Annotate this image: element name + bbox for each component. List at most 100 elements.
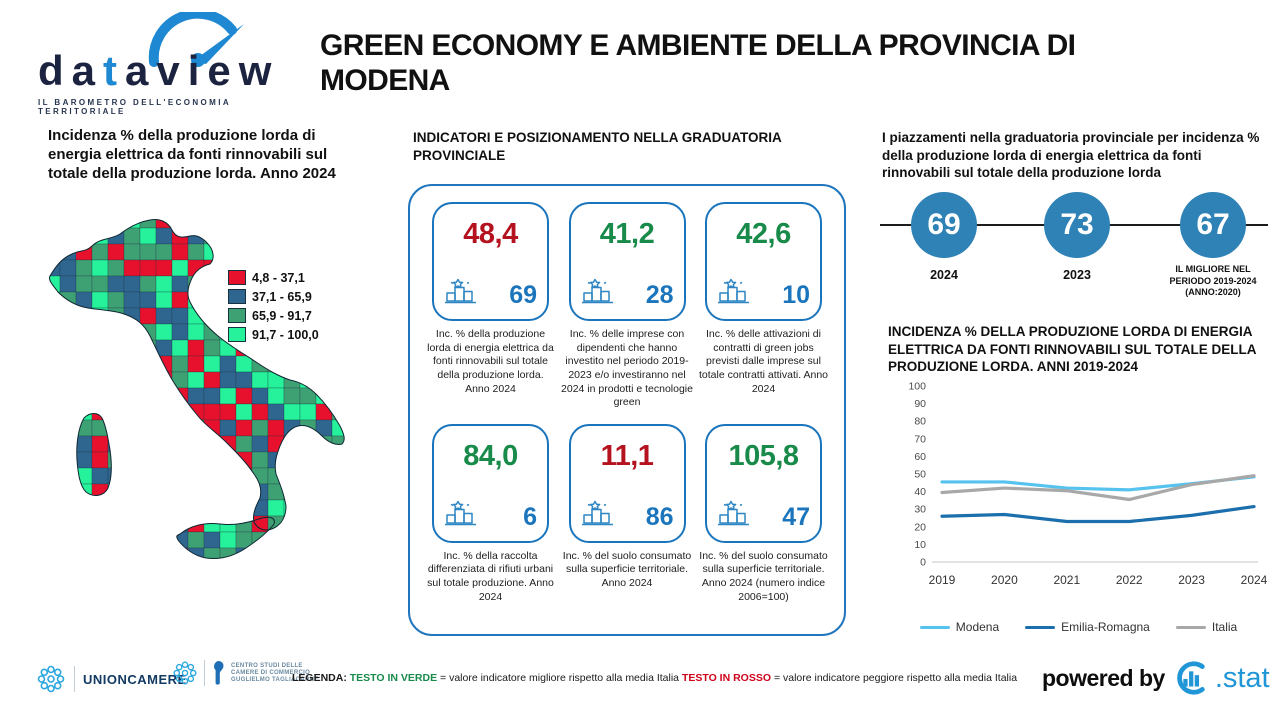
indicator-description: Inc. % delle attivazioni di contratti di… xyxy=(699,328,828,395)
indicator-card-box: 84,0 6 xyxy=(432,423,549,543)
chart-legend: Modena Emilia-Romagna Italia xyxy=(886,620,1271,634)
series-line-swatch xyxy=(919,625,950,629)
indicator-card-box: 41,2 28 xyxy=(568,202,686,321)
podium-star-icon xyxy=(581,276,617,310)
svg-text:30: 30 xyxy=(914,504,926,516)
svg-text:100: 100 xyxy=(908,381,926,393)
map-title: Incidenza % della produzione lorda di en… xyxy=(48,127,336,182)
color-legend-note: LEGENDA: TESTO IN VERDE = valore indicat… xyxy=(292,672,1037,684)
svg-text:50: 50 xyxy=(914,469,926,481)
podium-star-icon xyxy=(581,498,617,532)
indicator-card: 41,2 28 Inc. % delle imprese con dipende… xyxy=(561,202,694,410)
legenda-green-desc: = valore indicatore migliore rispetto al… xyxy=(440,672,680,684)
indicator-rank: 6 xyxy=(523,502,537,531)
cards-row-2: 84,0 6 Inc. % della raccolta differenzia… xyxy=(424,423,830,605)
podium-star-icon xyxy=(717,276,753,310)
legend-label: 91,7 - 100,0 xyxy=(252,327,319,342)
timeline-item: 69 2024 xyxy=(911,186,977,282)
map-legend-item: 91,7 - 100,0 xyxy=(228,327,319,342)
gauge-icon xyxy=(148,12,244,67)
legend-swatch xyxy=(228,289,246,304)
chart-legend-item: Italia xyxy=(1175,620,1238,634)
rank-circle: 69 xyxy=(911,192,977,258)
timeline-item: 67 IL MIGLIORE NEL PERIODO 2019-2024 (AN… xyxy=(1165,186,1261,299)
chart-legend-item: Modena xyxy=(919,620,1000,634)
indicator-description: Inc. % del suolo consumato sulla superfi… xyxy=(699,549,828,603)
stat-label: .stat xyxy=(1214,661,1270,694)
svg-text:2024: 2024 xyxy=(1241,573,1268,587)
svg-text:2020: 2020 xyxy=(991,573,1018,587)
indicator-value: 11,1 xyxy=(600,439,654,472)
series-label: Italia xyxy=(1211,620,1238,634)
legend-label: 4,8 - 37,1 xyxy=(252,270,305,285)
legenda-red-desc: = valore indicatore peggiore rispetto al… xyxy=(773,672,1018,684)
rosette-icon xyxy=(173,661,197,685)
wordmark-suffix: aview xyxy=(125,47,280,94)
rank-circle: 73 xyxy=(1044,192,1110,258)
indicator-rank: 47 xyxy=(782,502,810,531)
series-line-swatch xyxy=(1175,625,1206,629)
indicator-card-box: 42,6 10 xyxy=(705,202,822,321)
map-legend-item: 4,8 - 37,1 xyxy=(228,270,319,285)
legend-label: 65,9 - 91,7 xyxy=(252,308,312,323)
svg-text:20: 20 xyxy=(914,521,926,533)
indicator-card-box: 105,8 47 xyxy=(705,423,822,543)
indicator-rank: 69 xyxy=(509,281,537,309)
chart-legend-item: Emilia-Romagna xyxy=(1025,620,1150,634)
stat-logo-icon xyxy=(1177,661,1205,695)
powered-by-stat[interactable]: powered by .stat xyxy=(1042,658,1270,698)
centro-studi-line: CAMERE DI COMMERCIO xyxy=(231,670,311,676)
svg-text:40: 40 xyxy=(914,486,926,498)
series-label: Modena xyxy=(955,620,1000,634)
indicator-rank: 10 xyxy=(782,281,810,309)
indicator-card: 48,4 69 Inc. % della produzione lorda di… xyxy=(424,202,557,410)
svg-text:2019: 2019 xyxy=(929,573,956,587)
map-legend: 4,8 - 37,1 37,1 - 65,9 65,9 - 91,7 91,7 … xyxy=(228,270,319,342)
tagliacarne-figure-icon xyxy=(214,661,224,685)
indicator-value: 41,2 xyxy=(599,218,655,250)
series-label: Emilia-Romagna xyxy=(1061,620,1150,634)
map-legend-item: 37,1 - 65,9 xyxy=(228,289,319,304)
podium-star-icon xyxy=(444,276,480,310)
legenda-label: LEGENDA: xyxy=(292,672,347,684)
brand-tagline: IL BAROMETRO DELL'ECONOMIA TERRITORIALE xyxy=(38,98,231,116)
svg-text:2023: 2023 xyxy=(1178,573,1205,587)
trend-chart-svg: 0 10 20 30 40 50 60 70 80 90 100 2019 2020 2021 2022 20… xyxy=(908,381,1268,588)
rankings-title: I piazzamenti nella graduatoria provinci… xyxy=(882,130,1260,181)
dataview-wordmark: dataview xyxy=(38,50,323,92)
indicator-value: 42,6 xyxy=(736,218,791,250)
rank-year-label: 2023 xyxy=(1063,268,1091,282)
indicator-card-box: 11,1 86 xyxy=(568,423,686,543)
indicator-card-box: 48,4 69 xyxy=(432,202,549,321)
indicator-description: Inc. % della produzione lorda di energia… xyxy=(427,328,554,395)
indicators-title: INDICATORI E POSIZIONAMENTO NELLA GRADUA… xyxy=(413,130,782,163)
unioncamere-logo: UNIONCAMERE xyxy=(36,664,187,694)
indicator-description: Inc. % della raccolta differenziata di r… xyxy=(427,549,554,603)
chart-title: INCIDENZA % DELLA PRODUZIONE LORDA DI EN… xyxy=(888,324,1256,375)
legend-swatch xyxy=(228,308,246,323)
svg-text:2022: 2022 xyxy=(1116,573,1143,587)
legenda-red-term: TESTO IN ROSSO xyxy=(681,672,772,684)
logo-divider xyxy=(74,666,75,692)
rank-year-label: IL MIGLIORE NEL PERIODO 2019-2024 (ANNO:… xyxy=(1169,264,1257,298)
indicator-value: 105,8 xyxy=(728,439,799,472)
podium-star-icon xyxy=(444,498,480,532)
rank-year-label: 2024 xyxy=(930,268,958,282)
map-legend-item: 65,9 - 91,7 xyxy=(228,308,319,323)
italy-map-svg xyxy=(49,219,345,559)
indicator-card: 84,0 6 Inc. % della raccolta differenzia… xyxy=(424,423,557,605)
indicator-description: Inc. % del suolo consumato sulla superfi… xyxy=(562,549,692,590)
svg-text:80: 80 xyxy=(914,416,926,428)
series-line-swatch xyxy=(1025,625,1056,629)
indicator-value: 48,4 xyxy=(463,218,518,250)
indicator-value: 84,0 xyxy=(463,439,518,472)
svg-text:0: 0 xyxy=(920,557,926,569)
unioncamere-label: UNIONCAMERE xyxy=(83,671,187,687)
powered-by-label: powered by xyxy=(1042,664,1165,691)
indicator-card: 105,8 47 Inc. % del suolo consumato sull… xyxy=(697,423,830,605)
centro-studi-text: CENTRO STUDI DELLE CAMERE DI COMMERCIO G… xyxy=(231,663,319,683)
wordmark-prefix: da xyxy=(38,47,104,94)
legend-swatch xyxy=(228,327,246,342)
svg-text:90: 90 xyxy=(914,398,926,410)
